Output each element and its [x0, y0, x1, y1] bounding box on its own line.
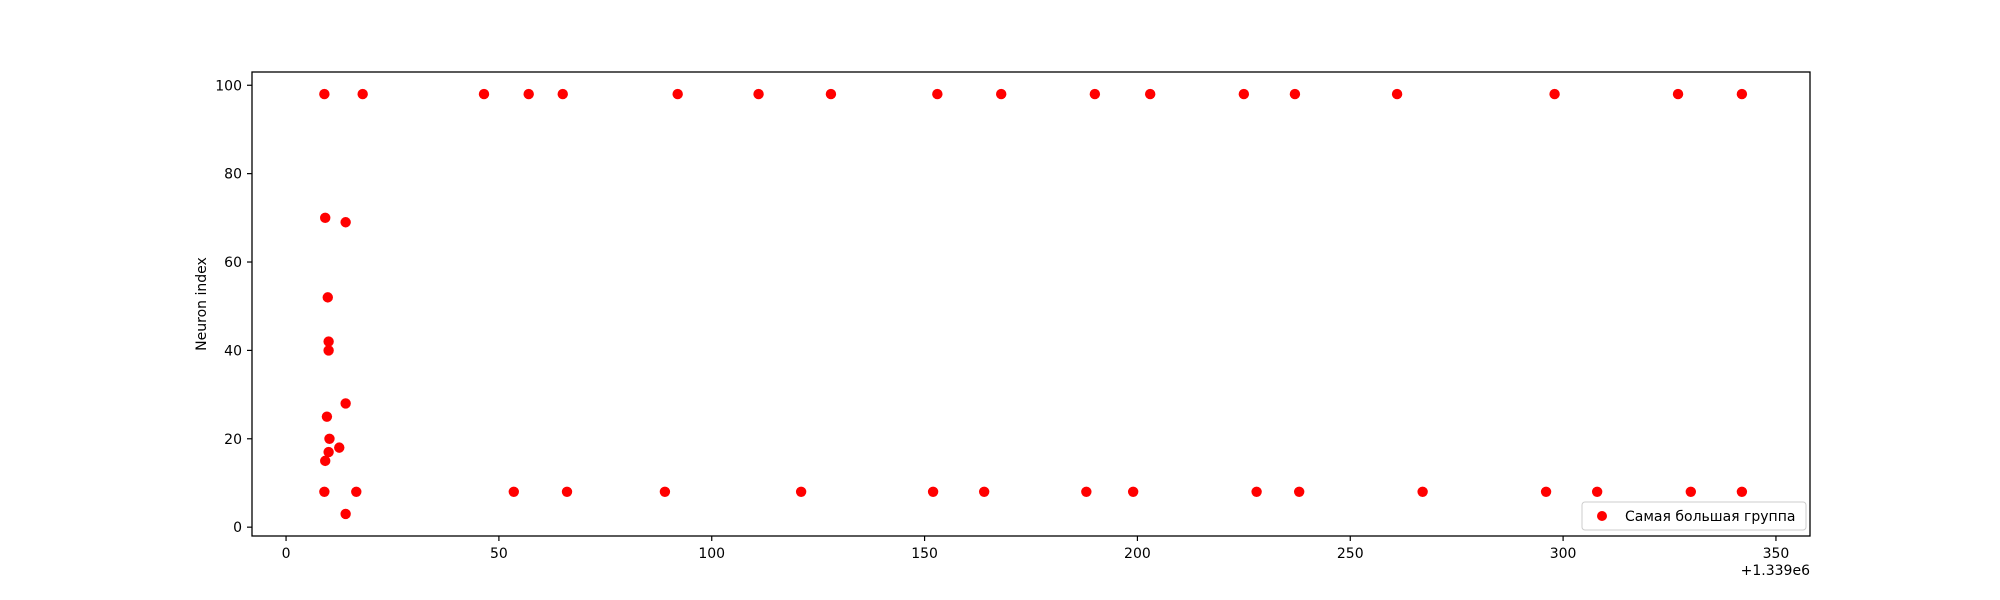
scatter-point — [334, 442, 345, 453]
scatter-point — [319, 486, 330, 498]
scatter-point — [321, 411, 333, 422]
scatter-point — [323, 345, 334, 356]
y-tick-label: 80 — [224, 167, 242, 183]
scatter-point — [672, 88, 683, 100]
scatter-point — [322, 292, 333, 303]
y-tick-label: 0 — [233, 520, 242, 536]
scatter-point — [978, 486, 990, 498]
scatter-point — [1144, 88, 1156, 100]
scatter-point — [523, 88, 534, 100]
scatter-point — [319, 88, 330, 100]
scatter-point — [340, 217, 351, 228]
scatter-point — [659, 486, 671, 498]
scatter-point — [323, 446, 334, 458]
scatter-point — [357, 88, 368, 100]
legend: Самая большая группа — [1581, 501, 1807, 531]
scatter-point — [1251, 486, 1262, 498]
scatter-point — [1591, 486, 1603, 498]
scatter-point — [1293, 486, 1305, 498]
legend-label: Самая большая группа — [1625, 509, 1795, 525]
x-tick-label: 250 — [1337, 546, 1364, 562]
scatter-point — [320, 455, 331, 467]
legend-frame — [1581, 501, 1807, 531]
y-tick-label: 60 — [224, 255, 242, 271]
scatter-point — [320, 212, 331, 224]
scatter-point — [557, 88, 568, 100]
plot-frame — [251, 71, 1811, 537]
scatter-point — [324, 433, 335, 444]
scatter-point — [340, 398, 351, 409]
x-tick-label: 100 — [698, 546, 725, 562]
scatter-point — [1685, 486, 1697, 498]
scatter-point — [1540, 486, 1552, 498]
scatter-point — [1238, 88, 1250, 100]
x-tick-label: 150 — [911, 546, 938, 562]
scatter-point — [996, 88, 1007, 100]
scatter-point — [508, 486, 519, 498]
y-axis: 0 20 40 60 80 100 — [215, 78, 252, 536]
scatter-point — [1736, 88, 1748, 100]
scatter-point — [753, 88, 764, 100]
scatter-point — [1736, 486, 1748, 498]
legend-marker — [1597, 511, 1607, 521]
y-axis-label: Neuron index — [194, 257, 210, 351]
scatter-point — [351, 486, 362, 498]
x-tick-label: 300 — [1550, 546, 1577, 562]
x-tick-label: 50 — [490, 546, 508, 562]
scatter-point — [1081, 486, 1092, 498]
scatter-point — [1417, 486, 1428, 498]
scatter-point — [478, 88, 490, 100]
x-axis-offset-label: +1.339e6 — [1741, 563, 1810, 579]
y-tick-label: 40 — [224, 343, 242, 359]
y-tick-label: 100 — [215, 78, 242, 94]
scatter-point — [927, 486, 939, 498]
y-tick-label: 20 — [224, 432, 242, 448]
points-layer — [319, 88, 1748, 520]
scatter-point — [1089, 88, 1101, 100]
scatter-point — [1549, 88, 1560, 100]
x-tick-label: 350 — [1763, 546, 1790, 562]
scatter-point — [1127, 486, 1139, 498]
scatter-point — [323, 336, 334, 347]
x-tick-label: 0 — [282, 546, 291, 562]
scatter-point — [932, 88, 943, 100]
x-tick-label: 200 — [1124, 546, 1151, 562]
x-axis: 0 50 100 150 200 250 300 350 — [282, 536, 1790, 562]
scatter-point — [1672, 88, 1684, 100]
scatter-point — [340, 508, 351, 520]
scatter-point — [1289, 88, 1301, 100]
scatter-point — [561, 486, 573, 498]
scatter-point — [825, 88, 837, 100]
scatter-point — [795, 486, 807, 498]
scatter-point — [1391, 88, 1403, 100]
